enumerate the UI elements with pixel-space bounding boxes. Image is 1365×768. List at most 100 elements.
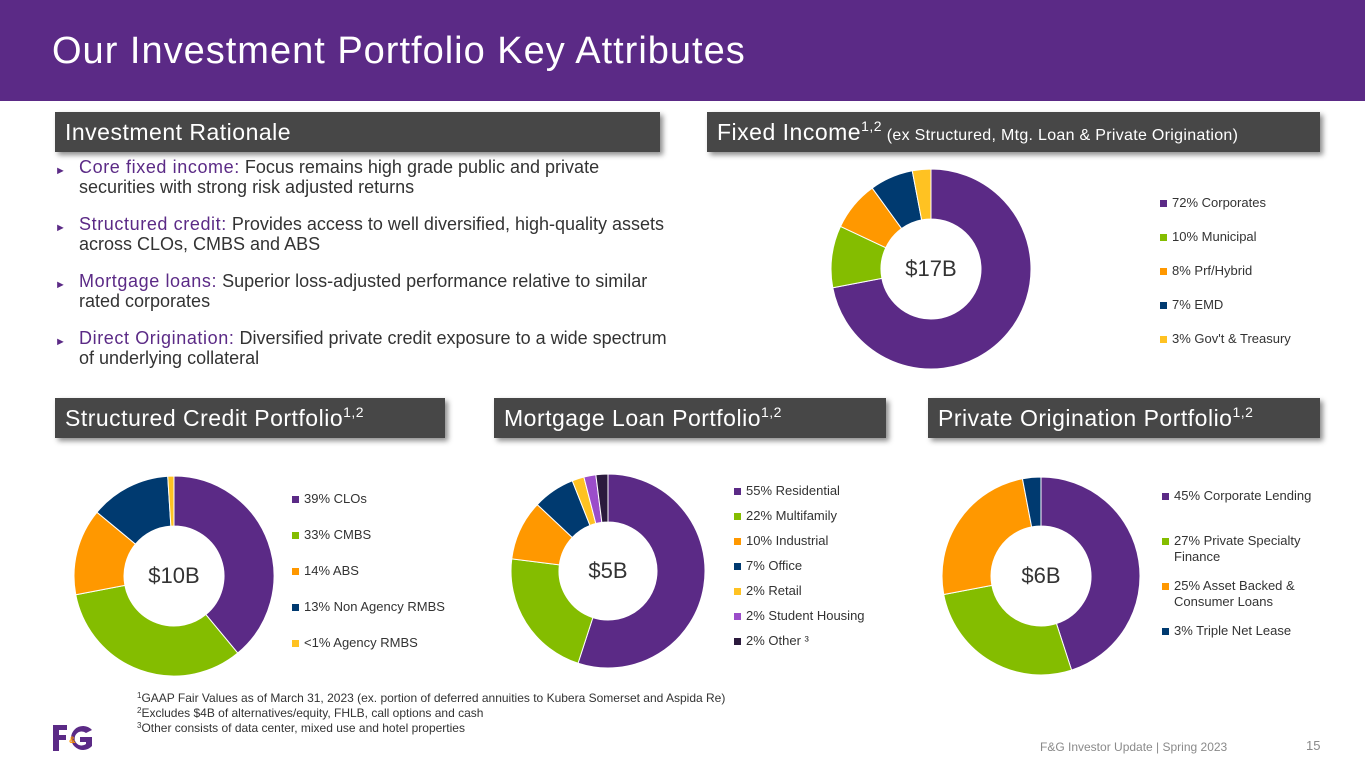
mortgage-donut-svg [510, 473, 706, 669]
fixed_income-legend-swatch [1160, 268, 1167, 275]
bullet-lead: Direct Origination: [79, 328, 235, 348]
fixed_income-legend-item: 7% EMD [1160, 297, 1291, 331]
footer-text: F&G Investor Update | Spring 2023 [1040, 740, 1228, 754]
bullet-text: Provides access to well diversified, hig… [79, 214, 665, 254]
fixed_income-legend-swatch [1160, 336, 1167, 343]
private-legend-label: 27% Private Specialty Finance [1174, 533, 1301, 564]
mortgage-slice-0 [577, 473, 706, 669]
structured-legend-label: 39% CLOs [304, 491, 367, 506]
mortgage-legend-label: 10% Industrial [746, 533, 829, 548]
footnote-marker: 3 [137, 721, 142, 730]
rationale-bullet: ► Core fixed income: Focus remains high g… [55, 157, 675, 197]
svg-text:&: & [69, 735, 76, 745]
footnote-text: Excludes $4B of alternatives/equity, FHL… [141, 706, 484, 720]
fixed-income-title: Fixed Income [717, 119, 862, 145]
private-legend: 45% Corporate Lending 27% Private Special… [1162, 488, 1312, 668]
private-origination-title: Private Origination Portfolio [938, 405, 1233, 431]
bullet-text: Diversified private credit exposure to a… [79, 328, 667, 368]
structured-center-label: $10B [148, 563, 200, 588]
private-legend-item: 27% Private Specialty Finance [1162, 533, 1312, 578]
page-title: Our Investment Portfolio Key Attributes [52, 30, 746, 72]
structured-legend-item: <1% Agency RMBS [292, 635, 445, 671]
mortgage-loan-header: Mortgage Loan Portfolio1,2 [494, 398, 886, 438]
structured-slice-0 [173, 475, 275, 654]
bullet-text: Superior loss-adjusted performance relat… [79, 271, 648, 311]
mortgage-legend-swatch [734, 538, 741, 545]
mortgage-legend-item: 7% Office [734, 558, 865, 583]
mortgage-legend-label: 2% Other ³ [746, 633, 809, 648]
bullet-arrow-icon: ► [55, 222, 66, 234]
bullet-text: Focus remains high grade public and priv… [79, 157, 600, 197]
footnote-text: GAAP Fair Values as of March 31, 2023 (e… [141, 691, 726, 705]
bullet-lead: Mortgage loans: [79, 271, 218, 291]
mortgage-legend-label: 2% Retail [746, 583, 802, 598]
fixed-income-sup: 1,2 [861, 118, 883, 134]
title-bar: Our Investment Portfolio Key Attributes [0, 0, 1365, 101]
private-slice-1 [943, 584, 1073, 676]
fixed_income-legend-label: 72% Corporates [1172, 195, 1266, 210]
mortgage-legend-item: 2% Student Housing [734, 608, 865, 633]
structured-legend-item: 14% ABS [292, 563, 445, 599]
fixed_income-legend-item: 72% Corporates [1160, 195, 1291, 229]
mortgage-legend-swatch [734, 588, 741, 595]
structured-legend-swatch [292, 604, 299, 611]
mortgage-legend-item: 2% Retail [734, 583, 865, 608]
private-origination-header: Private Origination Portfolio1,2 [928, 398, 1320, 438]
structured-legend-label: 33% CMBS [304, 527, 372, 542]
bullet-lead: Structured credit: [79, 214, 227, 234]
footnote: 2Excludes $4B of alternatives/equity, FH… [137, 706, 725, 721]
fixed-income-header: Fixed Income1,2 (ex Structured, Mtg. Loa… [707, 112, 1320, 152]
fixed_income-legend-item: 10% Municipal [1160, 229, 1291, 263]
structured-legend: 39% CLOs 33% CMBS 14% ABS 13% Non Agency RM… [292, 491, 445, 671]
structured-legend-item: 13% Non Agency RMBS [292, 599, 445, 635]
fixed_income-legend-swatch [1160, 234, 1167, 241]
mortgage-legend-item: 22% Multifamily [734, 508, 865, 533]
mortgage-legend-swatch [734, 613, 741, 620]
structured-legend-item: 39% CLOs [292, 491, 445, 527]
fixed_income-legend: 72% Corporates 10% Municipal 8% Prf/Hybrid… [1160, 195, 1291, 365]
structured-legend-swatch [292, 640, 299, 647]
fixed_income-legend-item: 8% Prf/Hybrid [1160, 263, 1291, 297]
fixed_income-legend-swatch [1160, 302, 1167, 309]
private-legend-item: 3% Triple Net Lease [1162, 623, 1312, 668]
private-legend-swatch [1162, 583, 1169, 590]
private-legend-label: 3% Triple Net Lease [1174, 623, 1292, 638]
rationale-bullet: ► Direct Origination: Diversified private… [55, 328, 675, 368]
structured-slice-4 [167, 475, 175, 527]
mortgage-legend: 55% Residential 22% Multifamily 10% Indust… [734, 483, 865, 658]
private-legend-swatch [1162, 493, 1169, 500]
footnotes: 1GAAP Fair Values as of March 31, 2023 (… [137, 691, 725, 736]
footnote-text: Other consists of data center, mixed use… [141, 721, 465, 735]
private-legend-item: 25% Asset Backed & Consumer Loans [1162, 578, 1312, 623]
rationale-bullet: ► Mortgage loans: Superior loss-adjusted … [55, 271, 675, 311]
structured-legend-swatch [292, 532, 299, 539]
structured-credit-header: Structured Credit Portfolio1,2 [55, 398, 445, 438]
fixed_income-legend-item: 3% Gov't & Treasury [1160, 331, 1291, 365]
private-legend-label: 25% Asset Backed & Consumer Loans [1174, 578, 1295, 609]
mortgage-legend-item: 10% Industrial [734, 533, 865, 558]
private-legend-item: 45% Corporate Lending [1162, 488, 1312, 533]
fg-logo: & [52, 724, 94, 752]
mortgage-legend-label: 22% Multifamily [746, 508, 838, 523]
mortgage-slice-6 [595, 473, 609, 523]
fixed_income-legend-label: 3% Gov't & Treasury [1172, 331, 1291, 346]
structured-legend-label: <1% Agency RMBS [304, 635, 418, 650]
mortgage-center-label: $5B [588, 558, 628, 583]
footnote-marker: 1 [137, 691, 142, 700]
structured-legend-swatch [292, 496, 299, 503]
structured-legend-label: 13% Non Agency RMBS [304, 599, 445, 614]
private-legend-label: 45% Corporate Lending [1174, 488, 1312, 503]
mortgage-legend-swatch [734, 563, 741, 570]
fixed_income-donut-svg [830, 168, 1032, 370]
mortgage-legend-label: 2% Student Housing [746, 608, 865, 623]
bullet-arrow-icon: ► [55, 336, 66, 348]
mortgage-legend-swatch [734, 638, 741, 645]
mortgage-legend-label: 7% Office [746, 558, 803, 573]
fixed_income-legend-label: 7% EMD [1172, 297, 1224, 312]
investment-rationale-title: Investment Rationale [65, 119, 292, 145]
private-slice-2 [941, 478, 1033, 596]
structured-donut-svg [73, 475, 275, 677]
bullet-arrow-icon: ► [55, 279, 66, 291]
rationale-bullet: ► Structured credit: Provides access to w… [55, 214, 675, 254]
private-donut-svg [941, 476, 1141, 676]
